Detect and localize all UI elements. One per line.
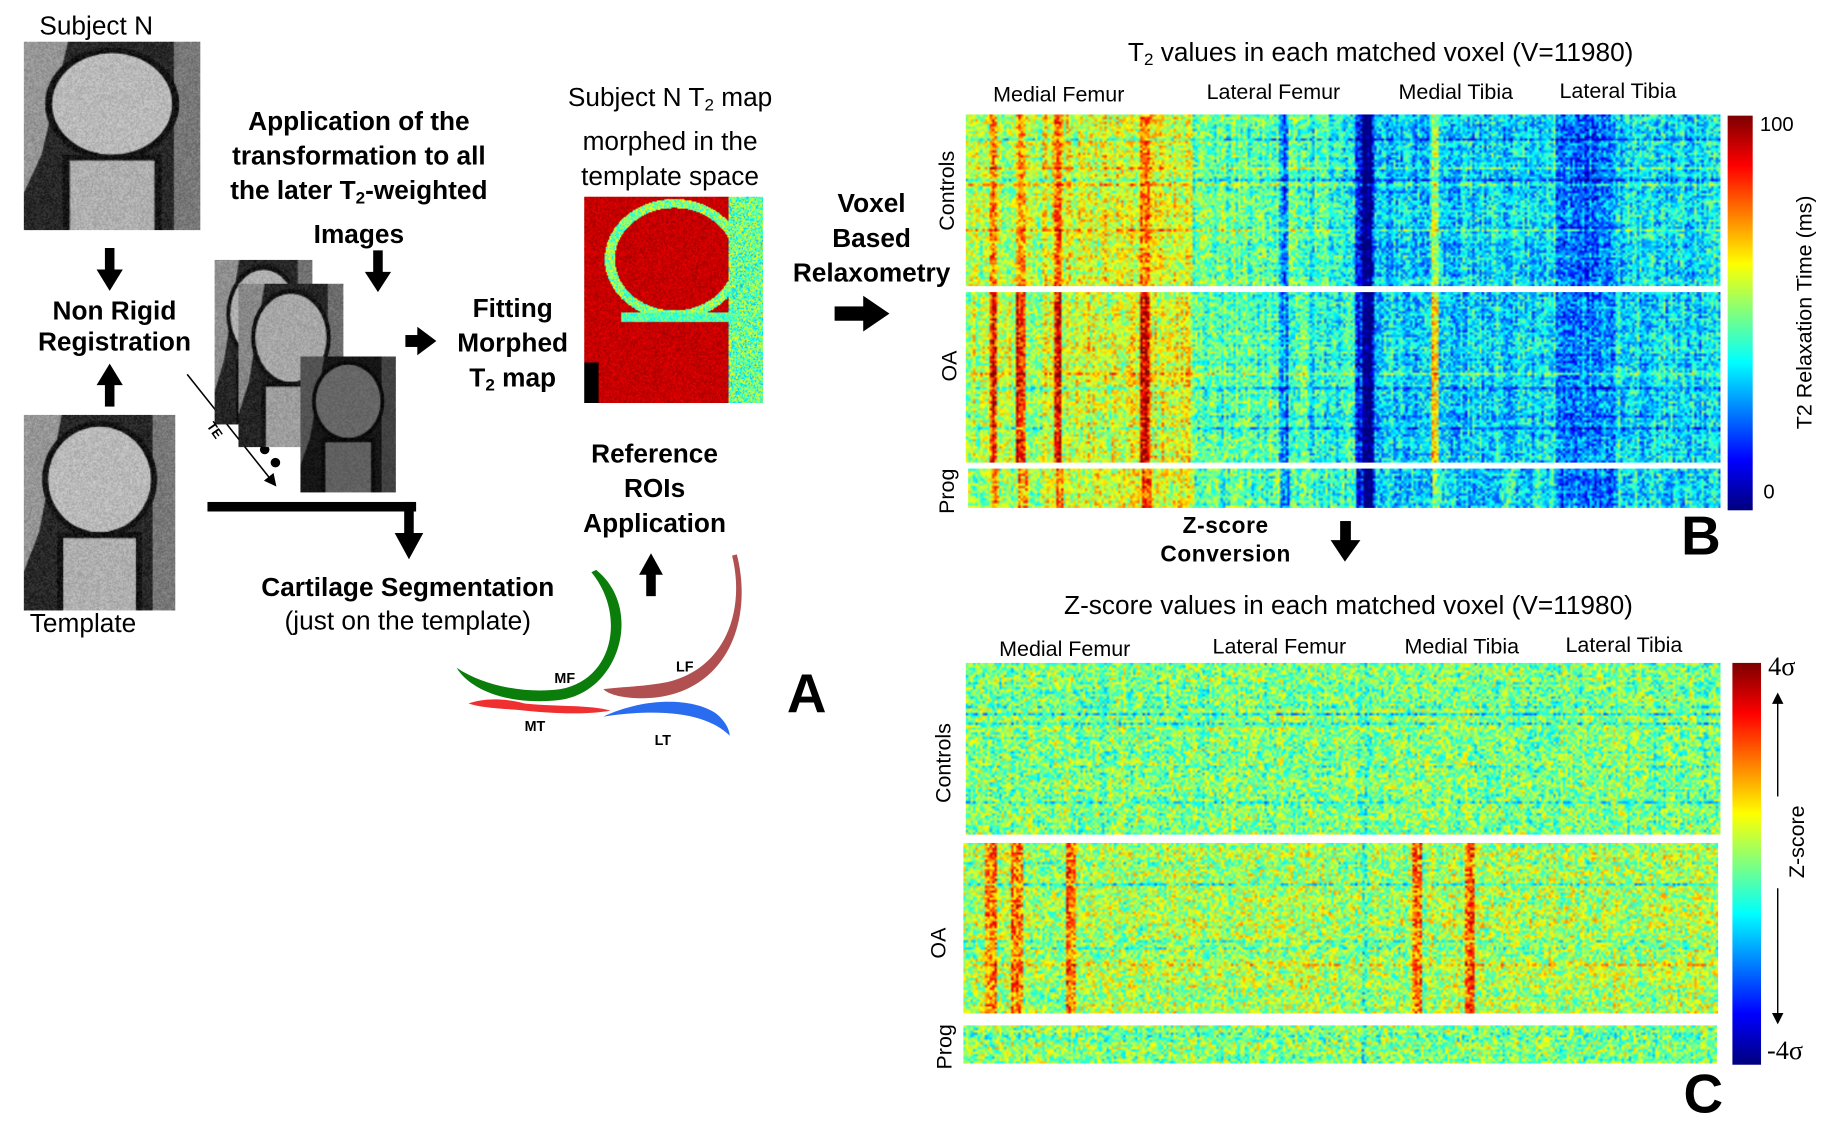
application-line: transformation to all (232, 140, 486, 171)
subscript: 2 (355, 189, 366, 209)
group-label-oa: OA (926, 927, 951, 959)
fitting-label: Fitting Morphed T2 map (457, 291, 568, 404)
text: Subject N T (567, 82, 705, 113)
subscript: 2 (1143, 50, 1154, 70)
heatmap-t2-controls (965, 114, 1721, 287)
template-mri-image (23, 414, 176, 611)
panel-letter-a: A (786, 661, 827, 724)
reference-rois-label: Reference ROIs Application (583, 436, 726, 540)
colorbar-min-label: -4σ (1766, 1034, 1803, 1065)
region-label-lateral-femur: Lateral Femur (1212, 634, 1347, 659)
subject-mri-image (23, 41, 201, 231)
colorbar-t2 (1727, 115, 1753, 511)
voxel-relaxometry-label: Voxel Based Relaxometry (793, 186, 950, 290)
arrow-right-icon (834, 295, 890, 332)
text: the later T (230, 175, 356, 206)
reference-line: Application (583, 507, 726, 538)
segmentation-label: Cartilage Segmentation (just on the temp… (261, 571, 554, 638)
morphed-line: Subject N T2 map (568, 80, 772, 124)
roi-label-lf: LF (676, 658, 694, 675)
region-label-medial-femur: Medial Femur (999, 636, 1131, 661)
arrow-down-icon (1330, 521, 1361, 562)
subscript: 2 (485, 376, 495, 396)
conversion-line: Conversion (1160, 542, 1291, 568)
subscript: 2 (704, 96, 714, 116)
registration-line: Non Rigid (52, 295, 177, 326)
heatmap-zscore-oa (963, 842, 1719, 1014)
arrow-up-icon (96, 363, 123, 407)
region-label-medial-tibia: Medial Tibia (1398, 79, 1514, 104)
region-label-lateral-tibia: Lateral Tibia (1565, 633, 1683, 657)
fitting-line: T2 map (457, 360, 568, 404)
te-diagonal-arrow (186, 373, 277, 487)
text: map (713, 82, 773, 113)
group-label-controls: Controls (931, 723, 956, 804)
heatmap-zscore-controls (965, 662, 1721, 835)
colorbar-zscore (1732, 662, 1762, 1065)
text: map (494, 362, 557, 393)
region-label-lateral-tibia: Lateral Tibia (1559, 78, 1677, 103)
application-label: Application of the transformation to all… (230, 104, 487, 251)
application-line: the later T2-weighted (230, 173, 487, 217)
group-label-controls: Controls (935, 150, 959, 231)
voxel-line: Based (832, 222, 911, 253)
heatmap-t2-oa (965, 292, 1721, 463)
registration-line: Registration (37, 327, 191, 357)
group-label-prog: Prog (935, 468, 959, 514)
region-label-medial-tibia: Medial Tibia (1404, 634, 1520, 659)
text: T (469, 362, 486, 393)
fitting-line: Morphed (457, 327, 569, 358)
text: T (1127, 36, 1144, 67)
roi-label-lt: LT (654, 732, 672, 749)
heatmap-zscore-prog (963, 1025, 1717, 1064)
text: -weighted (365, 175, 488, 206)
roi-lateral-tibia-shape (603, 701, 730, 736)
t2-weighted-image (300, 356, 396, 493)
fitting-line: Fitting (472, 293, 553, 324)
morphed-line: morphed in the (582, 125, 758, 156)
panel-b-title: T2 values in each matched voxel (V=11980… (1128, 37, 1633, 71)
arrow-right-icon (405, 326, 437, 356)
template-label: Template (29, 608, 137, 638)
voxel-line: Voxel (837, 188, 906, 219)
reference-line: Reference (591, 438, 718, 469)
region-label-medial-femur: Medial Femur (993, 82, 1125, 107)
roi-medial-femur-shape (456, 569, 622, 702)
colorbar-max-label: 100 (1759, 113, 1794, 136)
morphed-line: template space (581, 160, 760, 191)
panel-c-title: Z-score values in each matched voxel (V=… (1064, 590, 1633, 620)
application-line: Application of the (248, 106, 470, 136)
roi-medial-tibia-shape (468, 699, 611, 714)
arrow-to-segmentation (207, 501, 424, 560)
application-line: Images (313, 218, 405, 249)
reference-line: ROIs (623, 473, 686, 504)
heatmap-t2-prog (968, 468, 1721, 508)
arrow-down-icon (364, 250, 392, 293)
segmentation-title: Cartilage Segmentation (261, 572, 555, 603)
text: values in each matched voxel (V=11980) (1153, 36, 1634, 67)
morphed-map-label: Subject N T2 map morphed in the template… (568, 80, 772, 193)
segmentation-subtitle: (just on the template) (284, 605, 531, 636)
group-label-prog: Prog (932, 1024, 957, 1070)
conversion-line: Z-score (1182, 513, 1269, 539)
group-label-oa: OA (937, 350, 962, 382)
panel-letter-b: B (1681, 504, 1721, 567)
t2-map-image (584, 196, 764, 403)
roi-label-mf: MF (554, 670, 576, 687)
colorbar-min-label: 0 (1763, 480, 1775, 504)
arrow-down-icon (96, 247, 123, 291)
registration-label: Non Rigid Registration (38, 296, 191, 359)
subject-label: Subject N (39, 10, 154, 41)
colorbar-title: T2 Relaxation Time (ms) (1792, 195, 1817, 430)
region-label-lateral-femur: Lateral Femur (1206, 79, 1341, 104)
arrow-up-icon (639, 553, 663, 597)
voxel-line: Relaxometry (792, 257, 951, 288)
zscore-conversion-label: Z-score Conversion (1160, 513, 1291, 570)
roi-lateral-femur-shape (603, 554, 742, 699)
colorbar-title: Z-score (1785, 805, 1811, 879)
panel-letter-c: C (1683, 1062, 1724, 1125)
colorbar-max-label: 4σ (1768, 650, 1796, 681)
roi-label-mt: MT (524, 717, 546, 735)
